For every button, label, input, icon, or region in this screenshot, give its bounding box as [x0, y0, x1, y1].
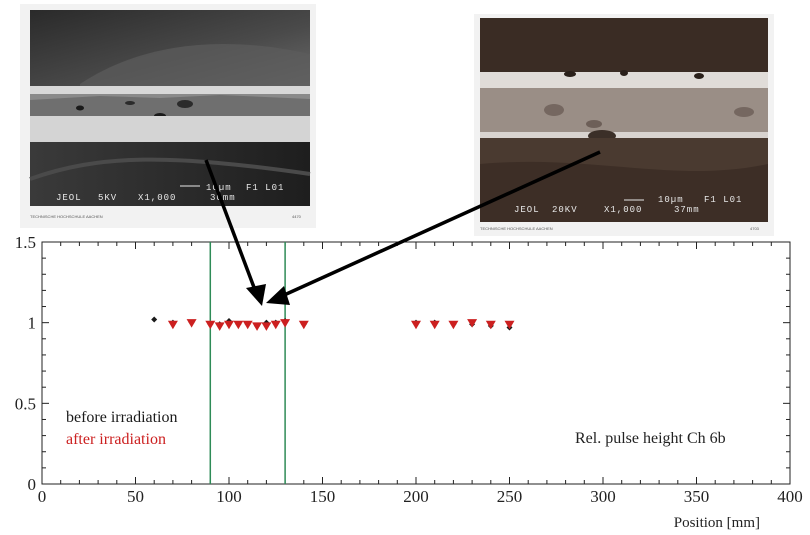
legend-before: before irradiation: [66, 409, 178, 426]
after-irradiation-point: [485, 320, 496, 330]
right-pointer-arrow: [281, 150, 601, 298]
right-magnification-label: X1,000: [604, 205, 642, 215]
right-instrument-label: JEOL: [514, 205, 540, 215]
x-tick-label: 0: [38, 487, 47, 506]
after-irradiation-point: [205, 320, 216, 330]
after-irradiation-point: [224, 320, 234, 330]
after-irradiation-point: [261, 322, 272, 331]
left-magnification-label: X1,000: [138, 193, 176, 203]
legend-after: after irradiation: [66, 431, 166, 448]
x-tick-label: 100: [216, 487, 242, 506]
after-irradiation-point: [504, 320, 515, 330]
left-pointer-arrow-head: [246, 284, 266, 306]
after-irradiation-point: [233, 320, 244, 330]
x-axis-title: Position [mm]: [674, 515, 760, 531]
left-micrograph: JEOL 5KV X1,000 30mm 10µm F1 L01 TECHNIS…: [20, 4, 316, 228]
x-tick-label: 350: [684, 487, 710, 506]
left-institution-label: TECHNISCHE HOCHSCHULE AACHEN: [30, 214, 103, 219]
right-plate-number: 4703: [750, 226, 760, 231]
left-plate-number: 4470: [292, 214, 302, 219]
after-irradiation-point: [448, 320, 459, 330]
left-distance-label: 30mm: [210, 193, 236, 203]
after-irradiation-point: [411, 320, 421, 330]
x-tick-label: 150: [310, 487, 336, 506]
after-irradiation-point: [252, 322, 263, 331]
y-tick-label: 0.5: [15, 394, 36, 413]
after-irradiation-point: [214, 322, 225, 331]
chart-annotation: Rel. pulse height Ch 6b: [575, 430, 726, 447]
right-voltage-label: 20KV: [552, 205, 578, 215]
pointer-arrows: [204, 150, 601, 306]
after-irradiation-point: [186, 319, 197, 328]
after-irradiation-point: [467, 319, 478, 328]
x-tick-label: 400: [777, 487, 803, 506]
x-tick-label: 250: [497, 487, 523, 506]
x-tick-label: 200: [403, 487, 429, 506]
left-frame-label: F1 L01: [246, 183, 284, 193]
boundary-lines: [209, 242, 286, 484]
right-institution-label: TECHNISCHE HOCHSCHULE AACHEN: [480, 226, 553, 231]
right-scale-label: 10µm: [658, 195, 684, 205]
right-frame-label: F1 L01: [704, 195, 742, 205]
right-micrograph: JEOL 20KV X1,000 37mm 10µm F1 L01 TECHNI…: [474, 14, 774, 236]
x-tick-label: 50: [127, 487, 144, 506]
data-markers: [151, 316, 515, 331]
right-pointer-arrow-head: [266, 286, 290, 305]
y-tick-label: 1: [28, 314, 37, 333]
after-irradiation-point: [298, 320, 309, 330]
after-irradiation-point: [242, 320, 253, 330]
after-irradiation-point: [270, 320, 281, 330]
left-voltage-label: 5KV: [98, 193, 117, 203]
y-tick-label: 1.5: [15, 233, 36, 252]
after-irradiation-point: [429, 320, 440, 330]
after-irradiation-point: [280, 319, 291, 328]
right-distance-label: 37mm: [674, 205, 700, 215]
axes: 0 50 100 150 200 250 300 350 400 0 0.5 1 1.5: [15, 233, 803, 506]
left-pointer-arrow: [204, 159, 260, 299]
before-irradiation-point: [151, 316, 158, 323]
after-irradiation-point: [167, 320, 178, 330]
left-instrument-label: JEOL: [56, 193, 82, 203]
x-tick-label: 300: [590, 487, 616, 506]
y-tick-label: 0: [28, 475, 37, 494]
